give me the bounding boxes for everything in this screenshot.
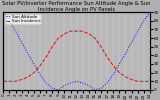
Sun Incidence	[137, 81, 139, 82]
Sun Altitude	[45, 82, 47, 84]
Sun Incidence	[15, 81, 16, 82]
Line: Sun Altitude: Sun Altitude	[3, 12, 150, 90]
Sun Incidence	[33, 72, 35, 73]
Sun Altitude	[39, 74, 41, 75]
Sun Altitude	[131, 42, 132, 43]
Sun Incidence	[70, 31, 72, 32]
Sun Altitude	[21, 42, 23, 43]
Sun Altitude	[143, 20, 145, 21]
Sun Incidence	[106, 56, 108, 58]
Sun Altitude	[88, 85, 90, 86]
Sun Altitude	[33, 63, 35, 65]
Sun Incidence	[100, 46, 102, 47]
Title: Solar PV/Inverter Performance Sun Altitude Angle & Sun Incidence Angle on PV Pan: Solar PV/Inverter Performance Sun Altitu…	[2, 1, 151, 12]
Sun Altitude	[8, 20, 10, 21]
Sun Incidence	[88, 33, 90, 34]
Sun Altitude	[149, 12, 151, 13]
Sun Incidence	[45, 56, 47, 58]
Sun Altitude	[124, 53, 126, 54]
Sun Incidence	[82, 31, 84, 32]
Sun Altitude	[2, 12, 4, 13]
Sun Incidence	[149, 81, 151, 82]
Sun Altitude	[82, 82, 84, 84]
Sun Altitude	[112, 74, 114, 75]
Sun Altitude	[57, 89, 59, 90]
Sun Incidence	[57, 38, 59, 39]
Sun Altitude	[64, 85, 65, 86]
Sun Incidence	[76, 31, 78, 32]
Sun Altitude	[118, 63, 120, 65]
Sun Altitude	[137, 31, 139, 32]
Sun Incidence	[131, 79, 132, 80]
Sun Incidence	[143, 81, 145, 82]
Sun Altitude	[70, 82, 72, 84]
Sun Incidence	[64, 33, 65, 34]
Sun Incidence	[21, 79, 23, 80]
Sun Incidence	[118, 72, 120, 73]
Sun Altitude	[15, 31, 16, 32]
Sun Altitude	[27, 53, 29, 54]
Sun Altitude	[76, 81, 78, 82]
Sun Incidence	[27, 76, 29, 78]
Sun Altitude	[106, 82, 108, 84]
Sun Incidence	[2, 81, 4, 82]
Sun Incidence	[124, 76, 126, 78]
Sun Incidence	[94, 38, 96, 39]
Sun Altitude	[100, 88, 102, 89]
Sun Incidence	[8, 81, 10, 82]
Sun Altitude	[94, 89, 96, 90]
Line: Sun Incidence: Sun Incidence	[3, 31, 150, 81]
Sun Altitude	[51, 88, 53, 89]
Sun Incidence	[39, 65, 41, 66]
Legend: Sun Altitude, Sun Incidence: Sun Altitude, Sun Incidence	[5, 14, 41, 24]
Sun Incidence	[112, 65, 114, 66]
Sun Incidence	[51, 46, 53, 47]
